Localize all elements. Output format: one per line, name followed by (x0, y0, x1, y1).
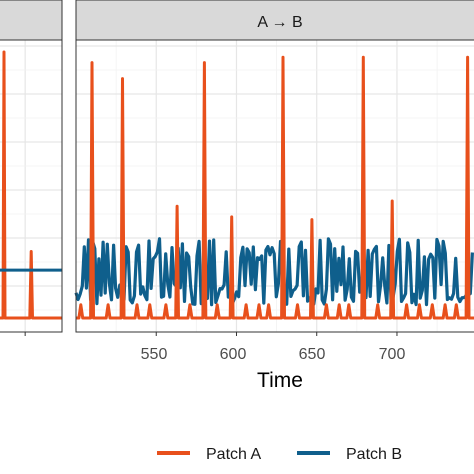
right-frame (75, 39, 474, 333)
x-axis-ticks: 550 600 650 700 (24, 332, 406, 363)
right-strip (75, 0, 474, 41)
x-tick-600: 600 (220, 346, 247, 363)
x-axis-title: Time (257, 369, 303, 392)
series-line-patch-b (74, 237, 474, 307)
legend: Patch A Patch B (157, 446, 402, 463)
left-series (0, 39, 63, 333)
series-line-patch-a (76, 55, 474, 320)
left-strip (0, 0, 63, 41)
x-tick-650: 650 (299, 346, 326, 363)
legend-label-patch-b: Patch B (346, 446, 402, 463)
legend-label-patch-a: Patch A (206, 446, 261, 463)
x-tick-700: 700 (379, 346, 406, 363)
left-grid (0, 40, 62, 332)
left-frame (0, 39, 63, 333)
strip-label: A → B (257, 14, 302, 31)
series-line-patch-a-left (0, 50, 62, 320)
left-panel (0, 0, 63, 333)
x-tick-550: 550 (141, 346, 168, 363)
right-panel: A → B (74, 0, 474, 333)
right-series (74, 55, 474, 320)
